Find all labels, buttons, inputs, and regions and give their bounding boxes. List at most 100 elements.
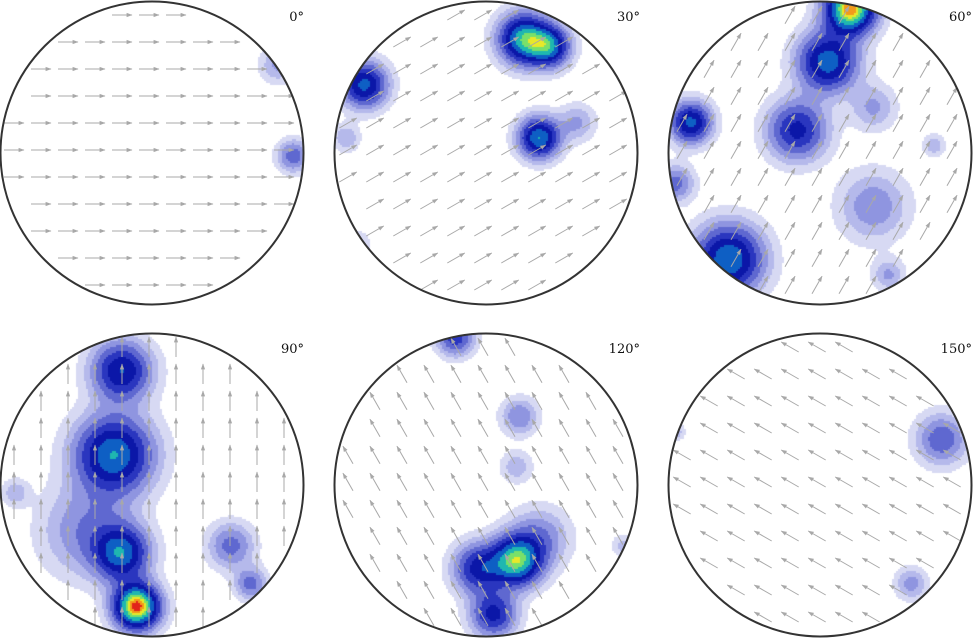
vector-arrow (582, 171, 601, 183)
vector-arrow (393, 90, 412, 102)
vector-arrow (784, 140, 796, 159)
vector-arrow (609, 117, 628, 129)
vector-arrow (447, 252, 466, 264)
vector-arrow (585, 499, 597, 518)
vector-arrow (396, 472, 408, 491)
vector-arrow (612, 499, 624, 518)
vector-arrow (865, 140, 877, 159)
vector-arrow (585, 391, 597, 410)
vector-arrow (834, 368, 853, 380)
vector-arrow (807, 557, 826, 569)
vector-arrow (450, 418, 462, 437)
density-contour-field (668, 333, 972, 637)
vector-arrow (609, 144, 628, 156)
vector-arrow (366, 144, 385, 156)
vector-field (672, 341, 961, 623)
vector-arrow (423, 418, 435, 437)
vector-arrow (501, 198, 520, 210)
vector-arrow (888, 503, 907, 515)
vector-arrow (447, 63, 466, 75)
vector-arrow (946, 86, 958, 105)
vector-arrow (501, 252, 520, 264)
vector-arrow (582, 144, 601, 156)
vector-arrow (946, 113, 958, 132)
vector-arrow (942, 476, 961, 488)
vector-arrow (558, 445, 570, 464)
vector-arrow (342, 445, 354, 464)
vector-arrow (447, 225, 466, 237)
vector-arrow (447, 144, 466, 156)
vector-arrow (730, 86, 742, 105)
vector-arrow (447, 90, 466, 102)
vector-arrow (531, 499, 543, 518)
vector-arrow (726, 584, 745, 596)
vector-arrow (396, 391, 408, 410)
vector-arrow (807, 422, 826, 434)
pole-figure-boundary (667, 0, 973, 306)
vector-arrow (807, 341, 826, 353)
pole-figure-boundary (333, 0, 639, 306)
vector-arrow (780, 368, 799, 380)
vector-arrow (676, 140, 688, 159)
vector-arrow (450, 526, 462, 545)
vector-arrow (865, 59, 877, 78)
vector-arrow (726, 422, 745, 434)
vector-arrow (531, 553, 543, 572)
vector-arrow (582, 225, 601, 237)
vector-arrow (892, 32, 904, 51)
vector-arrow (703, 221, 715, 240)
vector-arrow (780, 557, 799, 569)
vector-arrow (450, 364, 462, 383)
vector-arrow (892, 140, 904, 159)
vector-arrow (834, 341, 853, 353)
vector-arrow (780, 422, 799, 434)
vector-arrow (366, 63, 385, 75)
vector-arrow (672, 503, 691, 515)
vector-arrow (726, 368, 745, 380)
vector-arrow (423, 607, 435, 626)
vector-arrow (477, 607, 489, 626)
vector-arrow (501, 225, 520, 237)
vector-arrow (423, 391, 435, 410)
vector-arrow (784, 248, 796, 267)
vector-arrow (504, 391, 516, 410)
vector-arrow (501, 171, 520, 183)
vector-arrow (861, 503, 880, 515)
vector-field (676, 5, 958, 294)
pole-figure-panel: 120° (333, 332, 640, 638)
vector-arrow (423, 472, 435, 491)
vector-arrow (892, 113, 904, 132)
vector-arrow (807, 584, 826, 596)
vector-arrow (420, 144, 439, 156)
vector-arrow (915, 449, 934, 461)
vector-arrow (501, 36, 520, 48)
vector-arrow (474, 198, 493, 210)
vector-arrow (838, 140, 850, 159)
vector-arrow (477, 337, 489, 356)
vector-arrow (834, 611, 853, 623)
vector-arrow (699, 395, 718, 407)
vector-arrow (582, 198, 601, 210)
vector-arrow (501, 144, 520, 156)
vector-arrow (504, 499, 516, 518)
vector-arrow (450, 391, 462, 410)
pole-figure-boundary (333, 332, 639, 638)
vector-arrow (915, 530, 934, 542)
vector-field (339, 9, 628, 291)
vector-arrow (915, 503, 934, 515)
vector-arrow (753, 530, 772, 542)
vector-arrow (919, 221, 931, 240)
vector-arrow (757, 275, 769, 294)
vector-arrow (474, 63, 493, 75)
vector-arrow (477, 364, 489, 383)
vector-arrow (558, 553, 570, 572)
vector-arrow (807, 395, 826, 407)
vector-arrow (942, 530, 961, 542)
vector-arrow (366, 171, 385, 183)
pole-figure-panel: 90° (0, 332, 305, 638)
vector-arrow (447, 117, 466, 129)
vector-arrow (784, 59, 796, 78)
pole-figure-panel: 0° (0, 0, 305, 306)
density-contour-field (334, 333, 638, 637)
vector-arrow (528, 171, 547, 183)
